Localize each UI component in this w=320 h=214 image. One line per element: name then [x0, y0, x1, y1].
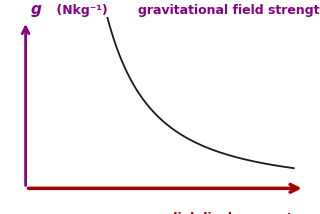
- Text: r: r: [284, 213, 293, 214]
- Text: radial displacement: radial displacement: [154, 213, 297, 214]
- Text: (Nkg⁻¹): (Nkg⁻¹): [52, 4, 108, 17]
- Text: gravitational field strength: gravitational field strength: [138, 4, 320, 17]
- Text: g: g: [31, 2, 42, 17]
